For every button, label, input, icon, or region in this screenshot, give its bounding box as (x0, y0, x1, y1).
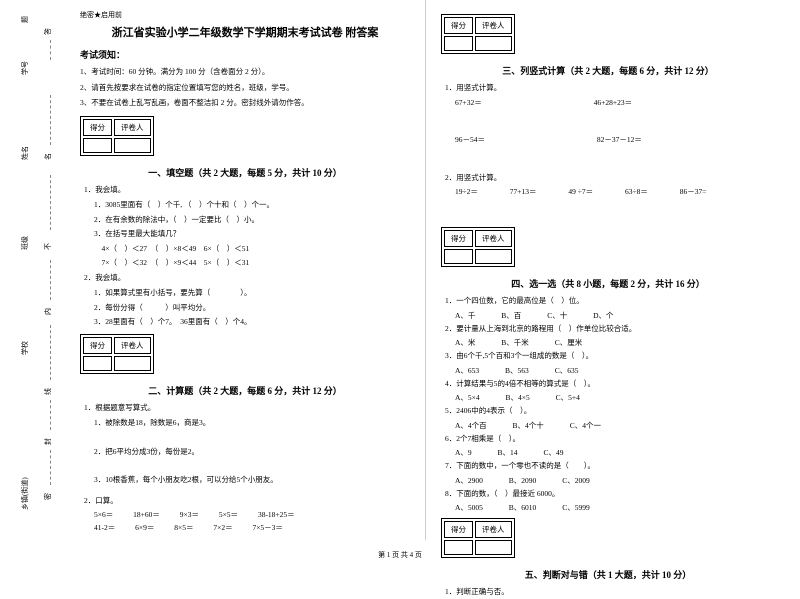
reviewer-label: 评卷人 (475, 17, 512, 34)
seal-label: 内 (43, 308, 53, 315)
reviewer-label: 评卷人 (475, 521, 512, 538)
score-box: 得分评卷人 (80, 334, 154, 374)
option-row: A、4个百 B、4个十 C、4个一 (441, 420, 775, 431)
option-row: A、5005 B、6010 C、5999 (441, 502, 775, 513)
section-title-2: 二、计算题（共 2 大题，每题 6 分，共计 12 分） (80, 384, 410, 397)
sub-question: 7×（ ）＜32 （ ）×9＜44 5×（ ）＜31 (80, 256, 410, 270)
sub-question: 2．每份分得（ ）叫平均分。 (80, 301, 410, 315)
question: 2．要计量从上海到北京的路程用（ ）作单位比较合适。 (441, 322, 775, 336)
page-footer: 第 1 页 共 4 页 (0, 550, 800, 560)
score-label: 得分 (83, 337, 112, 354)
question: 1．用竖式计算。 (441, 81, 775, 95)
score-box: 得分评卷人 (441, 14, 515, 54)
question: 3．由6个千,5个百和3个一组成的数是（ ）。 (441, 349, 775, 363)
question: 2．用竖式计算。 (441, 171, 775, 185)
secret-label: 绝密★启用前 (80, 10, 410, 20)
calc-row: 96－54＝ 82－37－12＝ (441, 134, 775, 145)
section-title-4: 四、选一选（共 8 小题，每题 2 分，共计 16 分） (441, 277, 775, 290)
right-column: 得分评卷人 三、列竖式计算（共 2 大题，每题 6 分，共计 12 分） 1．用… (425, 0, 790, 540)
reviewer-label: 评卷人 (114, 119, 151, 136)
margin-label-xuehao: 学号 (20, 61, 30, 75)
score-label: 得分 (444, 521, 473, 538)
option-row: A、2900 B、2090 C、2009 (441, 475, 775, 486)
question: 2．我会填。 (80, 271, 410, 285)
section-title-5: 五、判断对与错（共 1 大题，共计 10 分） (441, 568, 775, 581)
sub-question: 2．在有余数的除法中，（ ）一定要比（ ）小。 (80, 213, 410, 227)
calc-row: 67+32＝ 46+28+23＝ (441, 97, 775, 108)
question: 6．2个7相乘是（ ）。 (441, 432, 775, 446)
seal-label: 密 (43, 493, 53, 500)
reviewer-label: 评卷人 (475, 230, 512, 247)
binding-margin: 题 学号 姓名 班级 学校 乡镇(街道) 答 名 不 内 线 封 密 (0, 0, 70, 540)
option-row: A、千 B、百 C、十 D、个 (441, 310, 775, 321)
question: 1．判断正确与否。 (441, 585, 775, 599)
score-label: 得分 (444, 17, 473, 34)
score-box: 得分评卷人 (80, 116, 154, 156)
option-row: A、5×4 B、4×5 C、5+4 (441, 392, 775, 403)
question: 4．计算结果与5的4倍不相等的算式是（ ）。 (441, 377, 775, 391)
margin-label-xuexiao: 学校 (20, 341, 30, 355)
margin-label-ti: 题 (20, 16, 30, 23)
margin-label-xingming: 姓名 (20, 146, 30, 160)
sub-question: 3．10根香蕉，每个小朋友吃2根，可以分给5个小朋友。 (80, 473, 410, 487)
question: 1．一个四位数，它的最高位是（ ）位。 (441, 294, 775, 308)
question: 5．2406中的4表示（ ）。 (441, 404, 775, 418)
calc-row: 19÷2＝ 77+13＝ 49 ÷7＝ 63÷8＝ 86－37= (441, 186, 775, 197)
sub-question: 1．3085里面有（ ）个千, （ ）个十和（ ）个一。 (80, 198, 410, 212)
sub-question: 2．把6平均分成3份，每份是2。 (80, 445, 410, 459)
reviewer-label: 评卷人 (114, 337, 151, 354)
margin-line (50, 175, 51, 230)
seal-label: 答 (43, 28, 53, 35)
question: 1．根据题意写算式。 (80, 401, 410, 415)
section-title-1: 一、填空题（共 2 大题，每题 5 分，共计 10 分） (80, 166, 410, 179)
instruction: 2、请首先按要求在试卷的指定位置填写您的姓名，班级，学号。 (80, 81, 410, 95)
exam-notice-heading: 考试须知： (80, 48, 410, 61)
score-label: 得分 (444, 230, 473, 247)
margin-line (50, 95, 51, 145)
seal-label: 封 (43, 438, 53, 445)
score-box: 得分评卷人 (441, 227, 515, 267)
margin-line (50, 400, 51, 430)
margin-line (50, 325, 51, 380)
sub-question: 3．28里面有（ ）个7。 36里面有（ ）个4。 (80, 315, 410, 329)
option-row: A、米 B、千米 C、厘米 (441, 337, 775, 348)
question: 7．下面的数中，一个零也不读的是（ ）。 (441, 459, 775, 473)
margin-line (50, 40, 51, 60)
margin-label-xiangzhen: 乡镇(街道) (20, 477, 30, 510)
question: 2．口算。 (80, 494, 410, 508)
seal-label: 名 (43, 153, 53, 160)
section-title-3: 三、列竖式计算（共 2 大题，每题 6 分，共计 12 分） (441, 64, 775, 77)
margin-label-banji: 班级 (20, 236, 30, 250)
sub-question: 1．如果算式里有小括号，要先算（ ）。 (80, 286, 410, 300)
score-label: 得分 (83, 119, 112, 136)
question: 1．我会填。 (80, 183, 410, 197)
option-row: A、9 B、14 C、49 (441, 447, 775, 458)
instruction: 1、考试时间：60 分钟。满分为 100 分（含卷面分 2 分）。 (80, 65, 410, 79)
margin-line (50, 260, 51, 300)
exam-title: 浙江省实验小学二年级数学下学期期末考试试卷 附答案 (80, 24, 410, 40)
seal-label: 线 (43, 388, 53, 395)
seal-label: 不 (43, 243, 53, 250)
margin-line (50, 450, 51, 485)
sub-question: 4×（ ）＜27 （ ）×8＜49 6×（ ）＜51 (80, 242, 410, 256)
instruction: 3、不要在试卷上乱写乱画，卷面不整洁扣 2 分。密封线外请勿作答。 (80, 96, 410, 110)
sub-question: 3．在括号里最大能填几？ (80, 227, 410, 241)
option-row: A、653 B、563 C、635 (441, 365, 775, 376)
left-column: 绝密★启用前 浙江省实验小学二年级数学下学期期末考试试卷 附答案 考试须知： 1… (70, 0, 425, 540)
calc-row: 5×6＝ 18+60＝ 9×3＝ 5×5＝ 38-18+25＝ (80, 509, 410, 520)
calc-row: 41-2＝ 6×9＝ 8×5＝ 7×2＝ 7×5－3＝ (80, 522, 410, 533)
sub-question: 1．被除数是18，除数是6，商是3。 (80, 416, 410, 430)
question: 8．下面的数，（ ）最接近 6000。 (441, 487, 775, 501)
